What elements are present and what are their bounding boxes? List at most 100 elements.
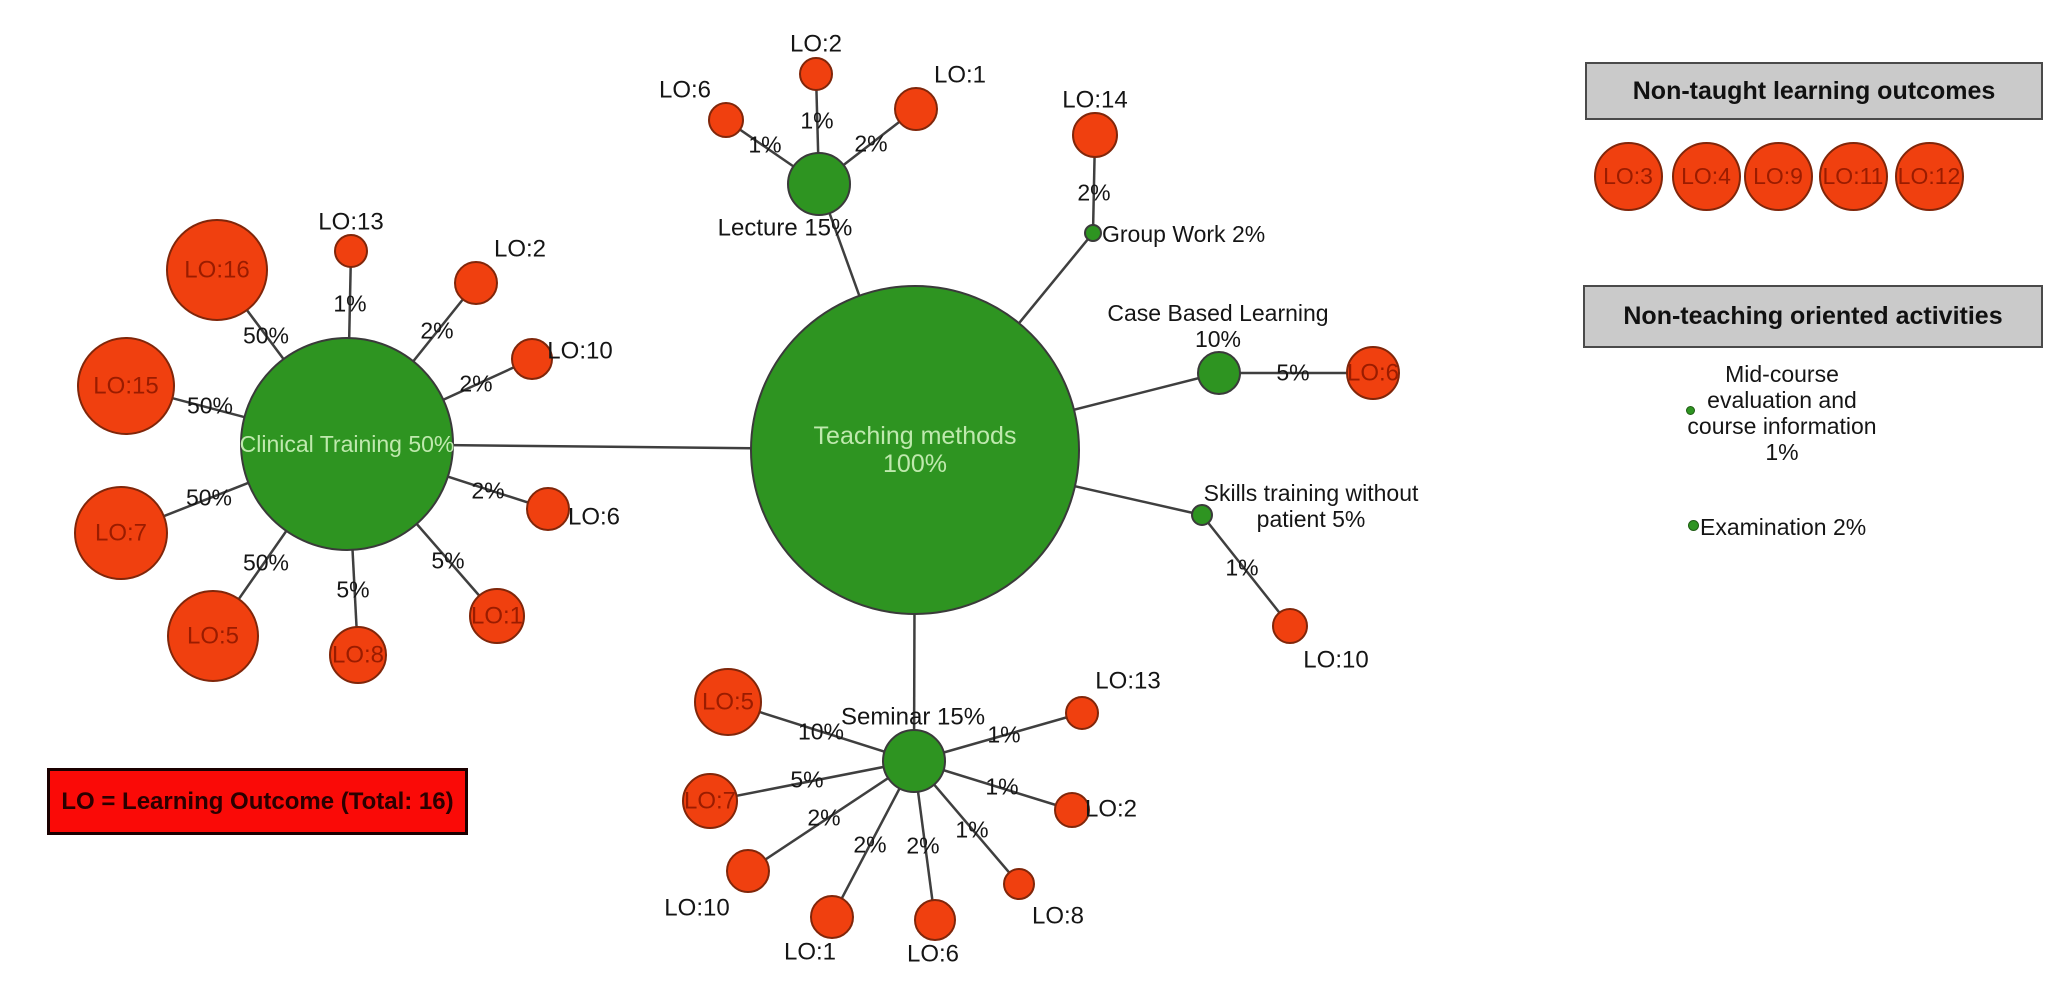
node-se6-circle (914, 899, 956, 941)
edge-seminar-se1-label: 2% (853, 831, 887, 858)
node-le1-label: LO:1 (933, 61, 987, 89)
node-seminar-circle (882, 729, 946, 793)
node-se1-circle (810, 895, 854, 939)
edge-lecture-le2-label: 1% (800, 107, 834, 134)
non-taught-outcome-3: LO:9 (1743, 141, 1813, 211)
node-cl16-label: LO:16 (184, 256, 250, 284)
node-cl2-circle (454, 261, 498, 305)
node-case-circle (1197, 351, 1241, 395)
non-taught-outcome-4: LO:11 (1818, 141, 1888, 211)
node-groupwork-circle (1084, 224, 1102, 242)
node-cl10-label: LO:10 (547, 337, 613, 365)
node-se7-circle (682, 773, 738, 829)
edge-seminar-se6-label: 2% (906, 832, 940, 859)
node-se13-label: LO:13 (1095, 667, 1161, 695)
node-se10-circle (726, 849, 770, 893)
node-cl5-circle (167, 590, 259, 682)
edge-clinical-cl10-label: 2% (459, 370, 493, 397)
node-gw14-label: LO:14 (1062, 86, 1128, 114)
node-clinical-circle (240, 337, 454, 551)
node-se5-label: LO:5 (701, 688, 755, 716)
edge-seminar-se2-label: 1% (985, 773, 1019, 800)
legend-box: LO = Learning Outcome (Total: 16) (47, 768, 468, 835)
node-cl2-label: LO:2 (493, 235, 547, 263)
mid-course-dot (1686, 406, 1695, 415)
node-cl15-label: LO:15 (93, 372, 159, 400)
node-cl7-label: LO:7 (94, 519, 148, 547)
node-teaching-circle (750, 285, 1080, 615)
node-groupwork-label: Group Work 2% (1102, 221, 1266, 248)
node-case-label: Case Based Learning 10% (1107, 300, 1329, 352)
node-skills-label: Skills training without patient 5% (1203, 480, 1419, 532)
node-se13-circle (1065, 696, 1099, 730)
node-se10-label: LO:10 (664, 894, 730, 922)
node-cl16-circle (166, 219, 268, 321)
node-cb6-circle (1346, 346, 1400, 400)
node-cb6-label: LO:6 (1346, 359, 1400, 387)
node-se5-circle (694, 668, 762, 736)
edge-clinical-cl7-label: 50% (185, 484, 233, 511)
node-clinical-label: Clinical Training 50% (239, 431, 455, 458)
node-seminar-label: Seminar 15% (840, 703, 986, 731)
edge-seminar-se8-label: 1% (955, 816, 989, 843)
edge-lecture-le6-label: 1% (748, 131, 782, 158)
node-lecture-label: Lecture 15% (717, 214, 853, 242)
node-teaching-label: Teaching methods 100% (813, 421, 1017, 478)
non-taught-outcome-5: LO:12 (1894, 141, 1964, 211)
edge-clinical-cl8-label: 5% (336, 576, 370, 603)
edge-lecture-le1-label: 2% (854, 130, 888, 157)
edge-clinical-cl6-label: 2% (471, 477, 505, 504)
non-teaching-header: Non-teaching oriented activities (1583, 285, 2043, 348)
edge-skills-sk10 (1201, 514, 1291, 627)
node-se6-label: LO:6 (906, 940, 960, 968)
node-cl6-label: LO:6 (567, 503, 621, 531)
node-le1-circle (894, 87, 938, 131)
node-le2-label: LO:2 (789, 30, 843, 58)
node-cl13-label: LO:13 (318, 208, 384, 236)
node-cl8-circle (329, 626, 387, 684)
edge-seminar-se7 (709, 759, 915, 803)
edge-clinical-cl5-label: 50% (242, 549, 290, 576)
node-se1-label: LO:1 (783, 938, 837, 966)
node-cl8-label: LO:8 (331, 641, 385, 669)
node-se2-circle (1054, 792, 1090, 828)
examination-dot (1688, 520, 1699, 531)
mid-course-label: Mid-course evaluation and course informa… (1687, 361, 1877, 465)
node-cl6-circle (526, 487, 570, 531)
legend-label: LO = Learning Outcome (Total: 16) (61, 787, 454, 815)
edge-case-cb6-label: 5% (1276, 359, 1310, 386)
node-se7-label: LO:7 (683, 787, 737, 815)
node-cl10-circle (511, 338, 553, 380)
edge-clinical-cl1-label: 5% (431, 547, 465, 574)
edge-seminar-se10 (747, 759, 915, 873)
edge-clinical-cl15-label: 50% (186, 392, 234, 419)
edge-clinical-cl13-label: 1% (333, 290, 367, 317)
examination-label: Examination 2% (1700, 514, 1867, 540)
node-cl1-label: LO:1 (470, 602, 524, 630)
non-taught-outcome-2: LO:4 (1671, 141, 1741, 211)
node-sk10-label: LO:10 (1303, 646, 1369, 674)
node-le6-label: LO:6 (658, 76, 712, 104)
node-cl5-label: LO:5 (186, 622, 240, 650)
edge-skills-sk10-label: 1% (1225, 554, 1259, 581)
edge-seminar-se13-label: 1% (987, 721, 1021, 748)
node-se8-circle (1003, 868, 1035, 900)
non-taught-header-label: Non-taught learning outcomes (1632, 76, 1996, 105)
edge-clinical-cl2-label: 2% (420, 317, 454, 344)
node-le2-circle (799, 57, 833, 91)
node-gw14-circle (1072, 112, 1118, 158)
node-sk10-circle (1272, 608, 1308, 644)
node-cl1-circle (469, 588, 525, 644)
edge-seminar-se5-label: 10% (797, 718, 845, 745)
node-le6-circle (708, 102, 744, 138)
node-se2-label: LO:2 (1084, 795, 1138, 823)
node-skills-circle (1191, 504, 1213, 526)
edge-seminar-se10-label: 2% (807, 804, 841, 831)
edge-seminar-se7-label: 5% (790, 766, 824, 793)
node-cl15-circle (77, 337, 175, 435)
edge-clinical-cl16-label: 50% (242, 322, 290, 349)
node-cl7-circle (74, 486, 168, 580)
